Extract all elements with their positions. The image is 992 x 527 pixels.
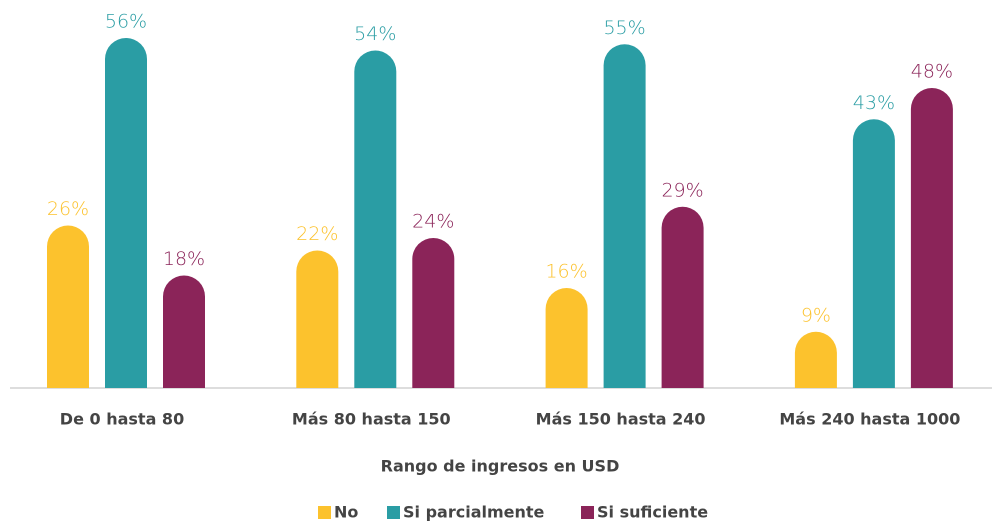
- legend-swatch: [581, 506, 594, 519]
- legend-label: Si suficiente: [597, 503, 708, 522]
- value-label: 54%: [354, 23, 396, 45]
- x-tick-label: Más 240 hasta 1000: [779, 410, 960, 429]
- value-label: 56%: [105, 11, 147, 33]
- legend-swatch: [387, 506, 400, 519]
- bar: [852, 119, 895, 389]
- value-label: 16%: [545, 261, 587, 283]
- value-label: 43%: [853, 92, 895, 114]
- bar: [545, 288, 588, 388]
- value-label: 55%: [603, 17, 645, 39]
- value-label: 29%: [661, 179, 703, 201]
- value-label: 9%: [801, 304, 831, 326]
- bar: [354, 50, 397, 389]
- legend-label: Si parcialmente: [403, 503, 545, 522]
- bar: [412, 238, 455, 388]
- x-tick-label: Más 150 hasta 240: [536, 410, 706, 429]
- legend-label: No: [334, 503, 358, 522]
- value-label: 22%: [296, 223, 338, 245]
- bar: [910, 88, 953, 389]
- bar: [603, 44, 646, 388]
- legend-swatch: [318, 506, 331, 519]
- value-label: 18%: [163, 248, 205, 270]
- bar: [47, 225, 89, 388]
- bar: [296, 250, 339, 388]
- x-tick-label: Más 80 hasta 150: [292, 410, 451, 429]
- bar: [163, 275, 205, 388]
- value-label: 26%: [47, 198, 89, 220]
- bar: [794, 331, 837, 388]
- value-label: 48%: [911, 61, 953, 83]
- bar: [661, 206, 704, 388]
- value-label: 24%: [412, 211, 454, 233]
- x-axis-title: Rango de ingresos en USD: [381, 457, 620, 476]
- x-tick-label: De 0 hasta 80: [60, 410, 184, 429]
- bar: [105, 38, 147, 388]
